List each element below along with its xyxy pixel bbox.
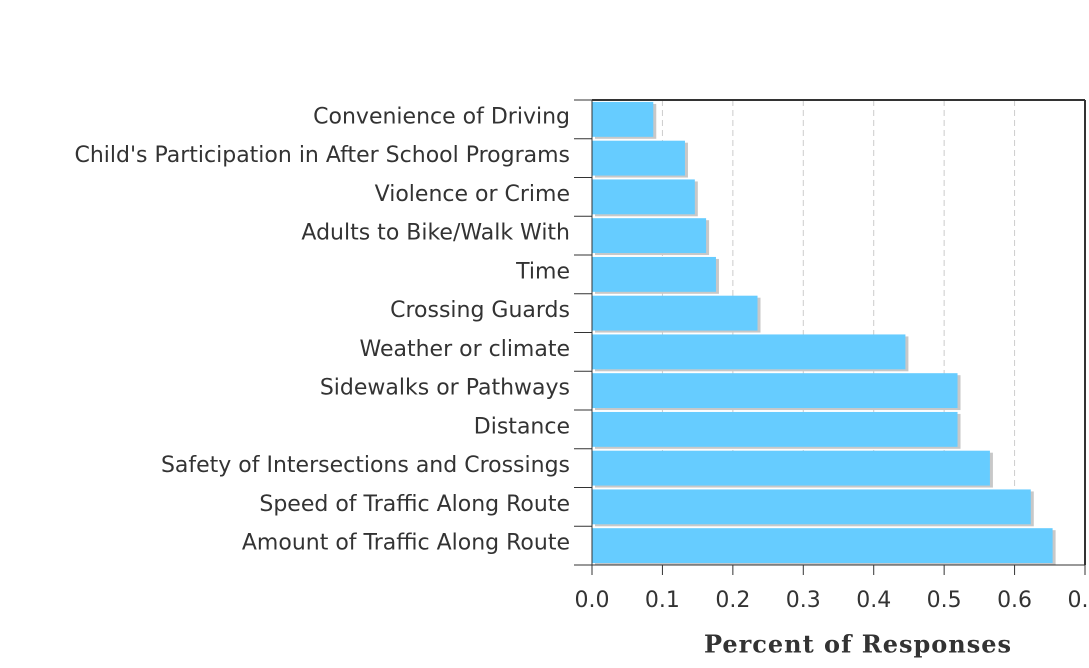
y-tick-label: Sidewalks or Pathways [320,376,570,401]
x-tick-label: 0.0 [575,588,610,613]
y-tick-label: Amount of Traffic Along Route [242,531,570,556]
x-tick-label: 0.3 [786,588,821,613]
bar [592,101,654,137]
bar [592,450,990,486]
bar [592,256,716,292]
y-tick-label: Speed of Traffic Along Route [259,492,570,517]
x-tick-label: 0.2 [715,588,750,613]
bar [592,411,958,447]
bar [592,373,958,409]
x-tick-label: 0.4 [856,588,891,613]
x-axis-label: Percent of Responses [704,630,1012,659]
y-tick-label: Distance [474,414,570,439]
bar [592,489,1031,525]
bar [592,334,906,370]
bar [592,218,707,254]
y-tick-label: Weather or climate [359,337,570,362]
bar [592,295,758,331]
x-tick-label: 0.7 [1068,588,1089,613]
y-tick-label: Violence or Crime [375,182,570,207]
y-tick-label: Time [515,259,570,284]
x-tick-label: 0.5 [927,588,962,613]
bar [592,528,1053,564]
x-tick-label: 0.6 [997,588,1032,613]
y-tick-label: Convenience of Driving [313,104,570,129]
y-tick-label: Safety of Intersections and Crossings [161,453,570,478]
y-tick-label: Child's Participation in After School Pr… [74,143,570,168]
bar [592,179,695,215]
y-tick-label: Adults to Bike/Walk With [301,221,570,246]
bar [592,140,685,176]
x-tick-label: 0.1 [645,588,680,613]
y-tick-label: Crossing Guards [390,298,570,323]
